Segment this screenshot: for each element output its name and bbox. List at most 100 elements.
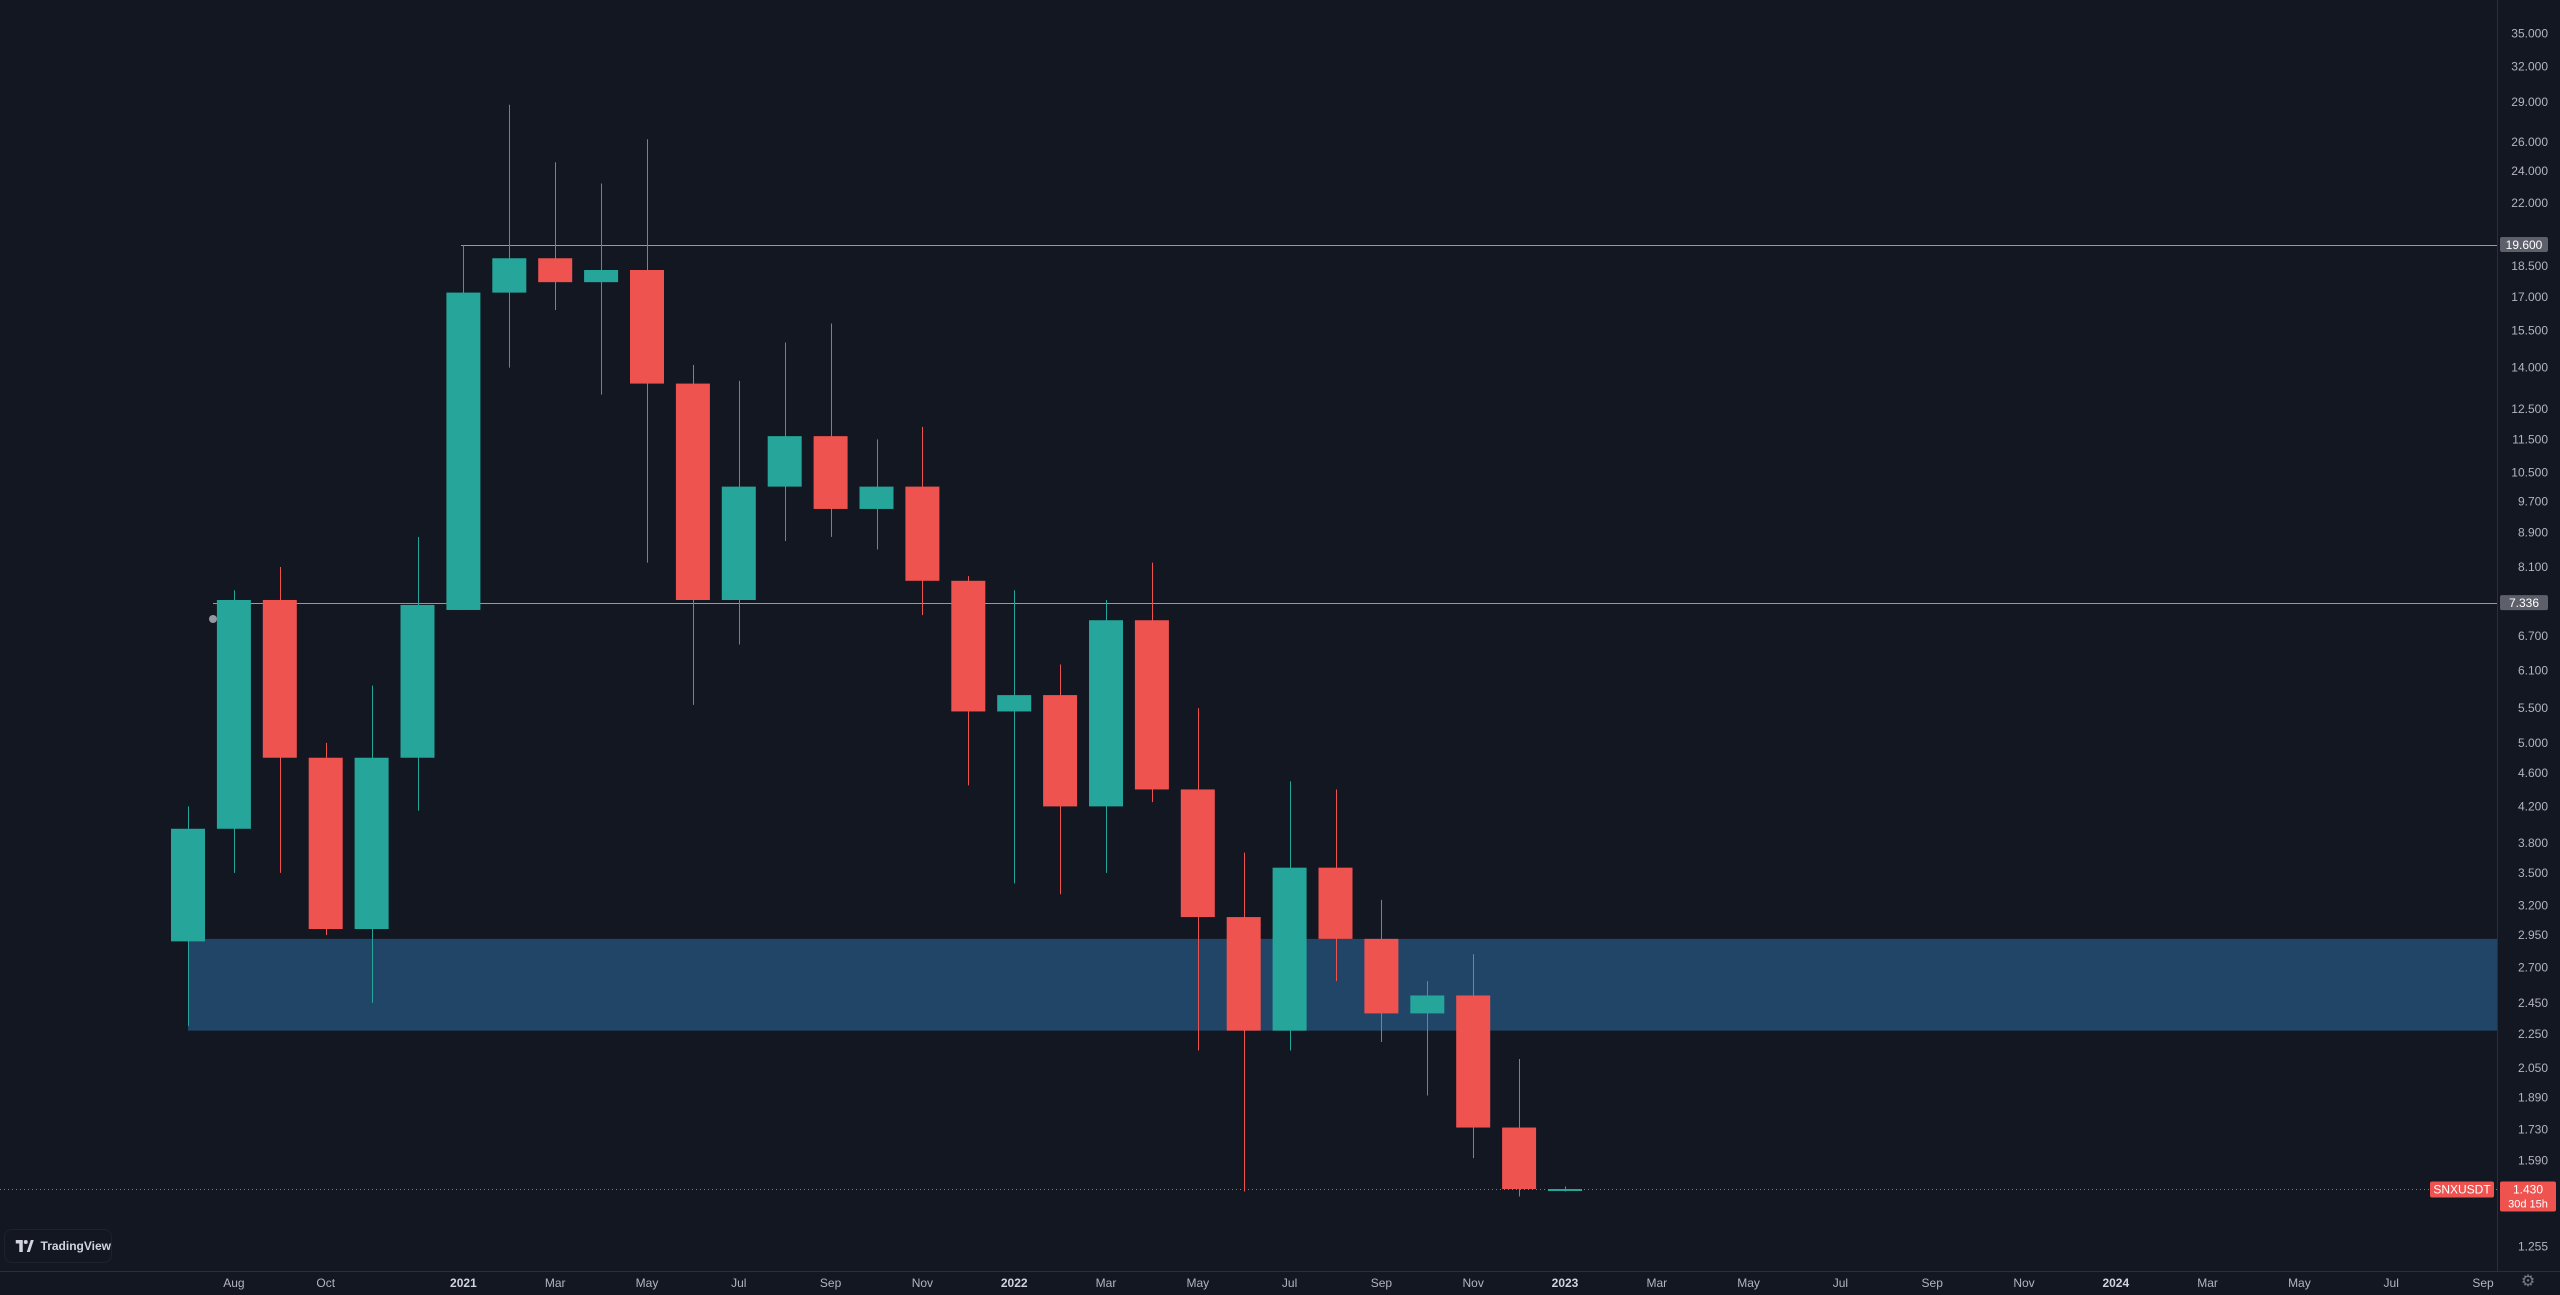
crosshair-dot-icon (209, 615, 217, 623)
price-tick-label: 14.000 (2511, 361, 2548, 375)
price-tick-label: 32.000 (2511, 59, 2548, 73)
candle-body (492, 258, 527, 293)
candle-body (675, 383, 710, 600)
candle-body (1043, 695, 1078, 807)
level-price-label: 7.336 (2509, 596, 2539, 610)
demand-zone-rect (188, 938, 2497, 1031)
price-tick-label: 24.000 (2511, 164, 2548, 178)
price-tick-label: 6.100 (2518, 663, 2548, 677)
price-tick-label: 10.500 (2511, 465, 2548, 479)
price-tick-label: 3.200 (2518, 899, 2548, 913)
axis-labels: 19.600 7.336 SNXUSDT 1.430 30d 15h (2430, 237, 2556, 1212)
last-price-label: 1.430 (2513, 1183, 2543, 1197)
price-tick-label: 1.590 (2518, 1153, 2548, 1167)
price-tick-label: 17.000 (2511, 290, 2548, 304)
time-tick-label: May (1737, 1276, 1760, 1290)
time-tick-label: 2024 (2102, 1276, 2129, 1290)
candle-body (1089, 620, 1123, 807)
time-tick-label: Sep (1371, 1276, 1393, 1290)
price-tick-label: 4.600 (2518, 766, 2548, 780)
price-tick-label: 22.000 (2511, 196, 2548, 210)
time-tick-label: Jul (2384, 1276, 2399, 1290)
time-tick-label: Sep (1922, 1276, 1944, 1290)
candle-body (1272, 867, 1307, 1031)
time-tick-label: Jul (1282, 1276, 1297, 1290)
time-tick-label: Jul (1833, 1276, 1848, 1290)
price-tick-label: 3.800 (2518, 836, 2548, 850)
candle-body (538, 258, 573, 283)
time-tick-label: May (2288, 1276, 2311, 1290)
price-tick-label: 15.500 (2511, 324, 2548, 338)
candle-body (1502, 1127, 1537, 1189)
time-tick-label: Mar (1646, 1276, 1667, 1290)
level-price-label-bg (2500, 237, 2548, 252)
time-tick-label: Sep (2472, 1276, 2494, 1290)
candle-body (721, 486, 756, 600)
candle-body (997, 695, 1032, 712)
price-tick-label: 2.450 (2518, 996, 2548, 1010)
candle-body (216, 599, 251, 829)
time-tick-label: Nov (1463, 1276, 1484, 1290)
candle-body (1318, 867, 1353, 939)
candle-body (446, 292, 481, 610)
time-tick-label: 2022 (1001, 1276, 1028, 1290)
gear-icon[interactable]: ⚙ (2520, 1273, 2536, 1290)
price-tick-label: 3.500 (2518, 866, 2548, 880)
candle-body (905, 486, 940, 581)
candle-body (354, 757, 389, 930)
candle-body (308, 757, 343, 930)
symbol-badge-label: SNXUSDT (2433, 1183, 2491, 1197)
time-tick-label: Oct (316, 1276, 335, 1290)
time-tick-label: May (1186, 1276, 1209, 1290)
price-tick-label: 6.700 (2518, 629, 2548, 643)
time-tick-label: Sep (820, 1276, 842, 1290)
tradingview-logo[interactable]: TradingView (4, 1229, 112, 1263)
candle-body (1410, 995, 1445, 1014)
time-tick-label: Aug (223, 1276, 244, 1290)
price-axis[interactable]: 35.000 32.000 29.000 26.000 24.000 22.000 18.5… (2511, 27, 2548, 1254)
price-tick-label: 8.900 (2518, 526, 2548, 540)
time-tick-label: Mar (545, 1276, 566, 1290)
level-price-label: 19.600 (2506, 238, 2543, 252)
demand-zone-layer (188, 938, 2497, 1031)
candle-body (1456, 995, 1491, 1128)
candle-body (630, 270, 664, 384)
time-tick-label: Mar (1096, 1276, 1117, 1290)
candle-body (171, 828, 205, 942)
price-tick-label: 9.700 (2518, 494, 2548, 508)
candle-body (1364, 938, 1399, 1014)
candle-body (859, 486, 894, 509)
brand-name: TradingView (40, 1239, 111, 1253)
candle-body (1226, 917, 1261, 1031)
time-tick-label: Nov (912, 1276, 933, 1290)
price-tick-label: 18.500 (2511, 259, 2548, 273)
symbol-badge-bg (2430, 1181, 2494, 1198)
price-tick-label: 1.730 (2518, 1123, 2548, 1137)
price-tick-label: 11.500 (2512, 432, 2548, 446)
candle-body (1548, 1189, 1582, 1191)
time-axis[interactable]: Aug Oct 2021 Mar May Jul Sep Nov 2022 Mar May Jul Se… (223, 1276, 2494, 1290)
countdown-label: 30d 15h (2508, 1199, 2548, 1211)
price-tick-label: 26.000 (2511, 135, 2548, 149)
price-tick-label: 5.000 (2518, 736, 2548, 750)
price-tick-label: 1.890 (2518, 1090, 2548, 1104)
candle-body (584, 270, 619, 283)
price-tick-label: 4.200 (2518, 799, 2548, 813)
time-tick-label: Jul (731, 1276, 746, 1290)
time-tick-label: 2023 (1552, 1276, 1579, 1290)
candle-body (1180, 789, 1215, 918)
time-tick-label: Mar (2197, 1276, 2218, 1290)
price-tick-label: 29.000 (2511, 95, 2548, 109)
price-tick-label: 8.100 (2518, 560, 2548, 574)
price-tick-label: 12.500 (2511, 402, 2548, 416)
candle-body (951, 580, 986, 712)
candle-body (400, 604, 435, 758)
candle-body (262, 599, 297, 758)
candle-body (813, 436, 848, 509)
price-tick-label: 1.255 (2518, 1240, 2548, 1254)
tradingview-logo-icon (15, 1240, 34, 1252)
last-price-label-bg (2500, 1181, 2556, 1212)
price-tick-label: 2.950 (2518, 928, 2548, 942)
